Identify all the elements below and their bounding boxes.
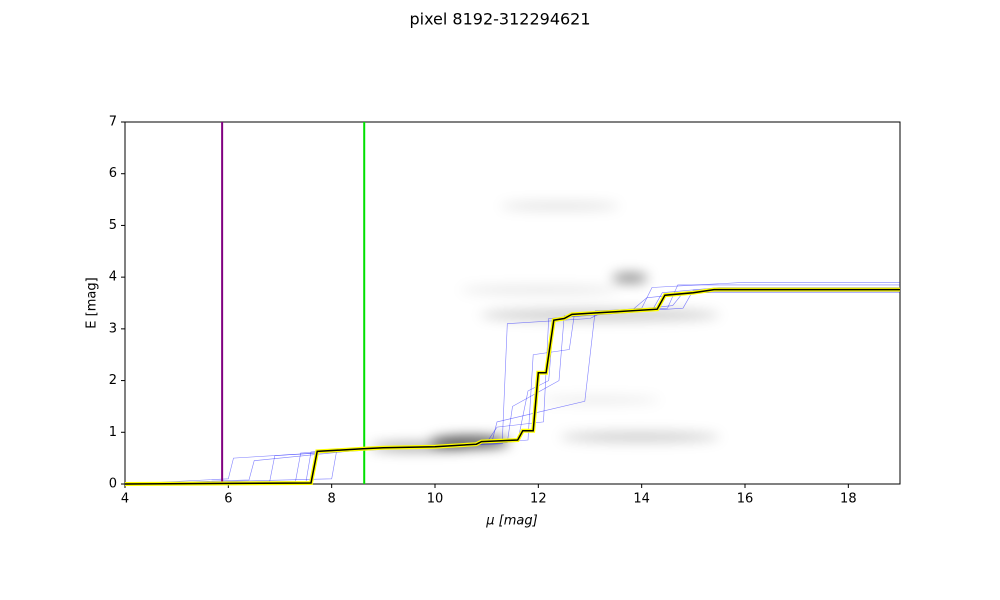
- x-tick-label: 12: [530, 492, 547, 507]
- plot-frame: [124, 121, 901, 485]
- x-tick-label: 14: [633, 492, 650, 507]
- chart-title: pixel 8192-312294621: [409, 10, 590, 29]
- y-tick-label: 0: [109, 477, 117, 492]
- sample-line: [124, 284, 900, 485]
- y-tick-label: 7: [109, 115, 117, 130]
- y-tick-label: 4: [109, 270, 117, 285]
- line: [124, 288, 900, 485]
- y-tick-label: 1: [109, 425, 117, 440]
- x-tick-label: 10: [427, 492, 444, 507]
- sample-line: [124, 287, 900, 485]
- x-tick-label: 18: [840, 492, 857, 507]
- y-tick-label: 2: [109, 373, 117, 388]
- x-tick-label: 6: [224, 492, 232, 507]
- y-axis-label: E [mag]: [85, 277, 100, 328]
- sample-line: [124, 291, 900, 485]
- sample-line: [124, 289, 900, 485]
- x-axis-label: μ [mag]: [485, 514, 537, 529]
- x-tick-label: 16: [737, 492, 754, 507]
- x-tick-label: 4: [121, 492, 129, 507]
- sample-line: [124, 292, 900, 485]
- x-tick-label: 8: [328, 492, 336, 507]
- density-background: [370, 202, 720, 451]
- y-tick-label: 3: [109, 321, 117, 336]
- y-tick-label: 5: [109, 218, 117, 233]
- y-tick-label: 6: [109, 166, 117, 181]
